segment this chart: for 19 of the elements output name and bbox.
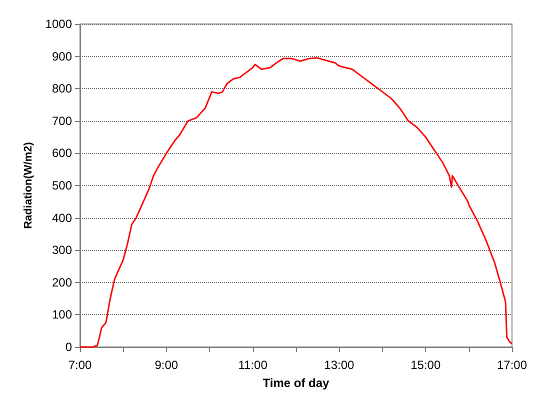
y-tick-label: 1000 — [45, 17, 72, 31]
x-tick-label: 15:00 — [410, 358, 441, 372]
x-axis-title: Time of day — [262, 376, 330, 390]
y-axis-title: Radiation(W/m2) — [22, 142, 34, 229]
y-tick-label: 200 — [52, 275, 72, 290]
y-tick-label: 100 — [52, 308, 72, 322]
y-tick-label: 300 — [52, 243, 72, 258]
y-tick-label: 400 — [52, 210, 72, 225]
y-tick-label: 900 — [52, 49, 72, 64]
x-tick-label: 13:00 — [324, 358, 355, 372]
y-tick-label: 800 — [52, 82, 72, 96]
y-tick-label: 700 — [52, 114, 72, 128]
x-tick-label: 11:00 — [238, 358, 268, 372]
y-tick-label: 500 — [52, 178, 72, 192]
x-tick-label: 7:00 — [68, 358, 92, 372]
y-tick-label: 600 — [52, 146, 72, 160]
y-tick-label: 0 — [65, 340, 72, 354]
x-tick-label: 17:00 — [496, 358, 528, 372]
x-tick-label: 9:00 — [154, 358, 178, 372]
